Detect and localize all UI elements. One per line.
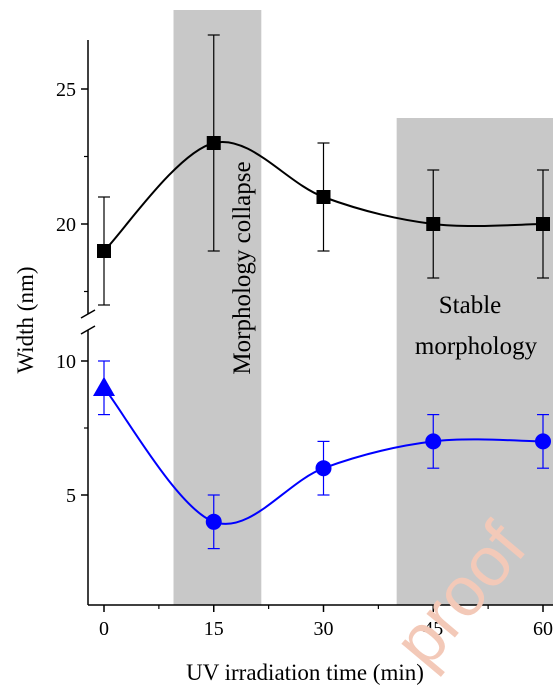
data-point-square [97, 244, 111, 258]
shaded-region-stable-morphology [396, 118, 553, 605]
region-label-stable-line1: Stable [439, 292, 502, 319]
data-point-square [536, 217, 550, 231]
series-lower-blue [93, 360, 551, 550]
data-point-circle [205, 513, 222, 530]
region-label-morphology-collapse: Morphology collapse [229, 161, 256, 374]
labels: Width (nm) UV irradiation time (min) Mor… [13, 161, 538, 685]
y-tick-label-upper: 20 [56, 214, 76, 236]
shaded-regions [173, 10, 553, 605]
x-tick-label: 0 [99, 618, 109, 640]
data-point-triangle [93, 376, 115, 397]
data-point-circle [535, 433, 551, 450]
y-tick-label-lower: 5 [66, 485, 76, 507]
x-tick-label: 15 [204, 618, 224, 640]
x-tick-label: 60 [533, 618, 553, 640]
data-point-circle [425, 433, 442, 450]
shaded-region-morphology-collapse [173, 10, 262, 605]
series-upper-black [97, 34, 550, 306]
axes: 0 15 30 45 60 20 25 5 10 [56, 40, 553, 640]
y-axis-title: Width (nm) [13, 266, 38, 373]
series-line [103, 387, 544, 525]
data-point-circle [315, 460, 332, 477]
y-tick-label-lower: 10 [56, 351, 76, 373]
x-axis-title: UV irradiation time (min) [186, 660, 424, 685]
data-point-square [206, 136, 221, 150]
x-tick-label: 45 [423, 618, 443, 640]
y-tick-label-upper: 25 [56, 79, 76, 101]
x-tick-label: 30 [314, 618, 334, 640]
data-point-square [316, 190, 331, 204]
axis-break-mark-2 [80, 325, 96, 335]
region-label-stable-line2: morphology [415, 333, 538, 360]
data-point-square [426, 217, 441, 231]
series-layer [93, 34, 551, 550]
axis-break-mark-1 [80, 309, 96, 319]
